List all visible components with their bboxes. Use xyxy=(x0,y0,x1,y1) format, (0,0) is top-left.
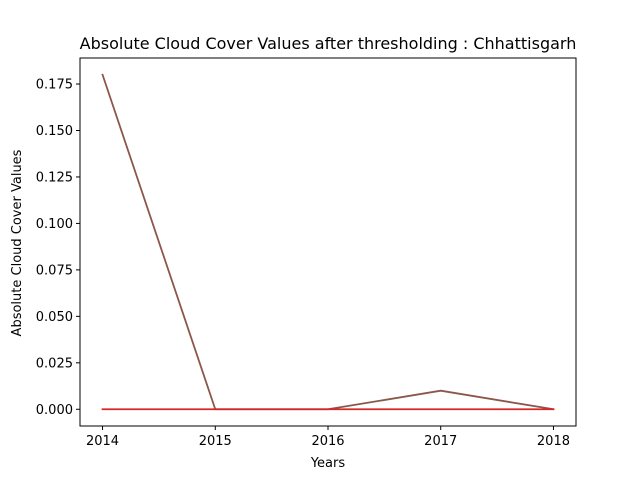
y-axis: 0.000 0.025 0.050 0.075 0.100 0.125 0.150 0.175 xyxy=(36,78,80,418)
x-tick-label: 2015 xyxy=(199,434,232,449)
y-tick-label: 0.075 xyxy=(36,263,73,278)
y-tick-label: 0.100 xyxy=(36,217,73,232)
x-tick-label: 2018 xyxy=(537,434,570,449)
y-tick-label: 0.175 xyxy=(36,78,73,93)
x-tick-label: 2016 xyxy=(311,434,344,449)
y-axis-label: Absolute Cloud Cover Values xyxy=(10,149,25,336)
x-tick-label: 2017 xyxy=(424,434,457,449)
y-tick-label: 0.150 xyxy=(36,124,73,139)
x-tick-label: 2014 xyxy=(86,434,119,449)
y-tick-label: 0.025 xyxy=(36,356,73,371)
x-axis: 2014 2015 2016 2017 2018 xyxy=(86,426,570,449)
y-tick-label: 0.125 xyxy=(36,170,73,185)
x-axis-label: Years xyxy=(310,456,346,471)
chart-title: Absolute Cloud Cover Values after thresh… xyxy=(80,34,577,53)
series-group xyxy=(101,73,555,411)
y-tick-label: 0.000 xyxy=(36,403,73,418)
y-tick-label: 0.050 xyxy=(36,310,73,325)
